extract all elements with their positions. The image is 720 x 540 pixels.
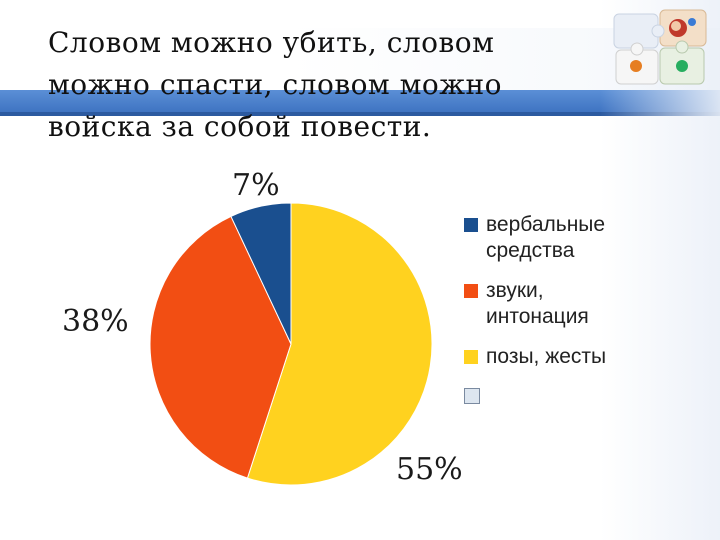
legend-item-verbal: вербальные средства [464, 212, 694, 264]
chart-legend: вербальные средства звуки, интонация поз… [464, 212, 694, 418]
header-blue-bar [0, 90, 720, 112]
legend-swatch-sounds [464, 284, 478, 298]
title-line-2: можно спасти, словом можно [48, 68, 503, 101]
legend-item-poses: позы, жесты [464, 344, 694, 370]
pie-slice-poses [246, 202, 433, 486]
header-blue-bar-shadow [0, 112, 720, 116]
data-label-sounds: 38% [62, 304, 129, 339]
data-label-poses: 55% [396, 452, 463, 487]
pie-slice-verbal [230, 202, 292, 345]
data-label-verbal: 7% [232, 168, 280, 203]
legend-label-verbal: вербальные средства [486, 213, 606, 262]
slide-title: Словом можно убить, словом можно спасти,… [48, 22, 608, 148]
title-line-1: Словом можно убить, словом [48, 26, 495, 59]
pie-slice-sounds [149, 215, 292, 479]
legend-swatch-verbal [464, 218, 478, 232]
legend-swatch-poses [464, 350, 478, 364]
right-gradient [600, 0, 720, 540]
empty-legend-swatch-icon [464, 388, 480, 404]
legend-label-poses: позы, жесты [486, 345, 607, 368]
legend-item-sounds: звуки, интонация [464, 278, 694, 330]
title-line-3: войска за собой повести. [48, 110, 432, 143]
legend-label-sounds: звуки, интонация [486, 279, 589, 328]
legend-item-empty [464, 384, 694, 404]
puzzle-icon [613, 9, 707, 85]
